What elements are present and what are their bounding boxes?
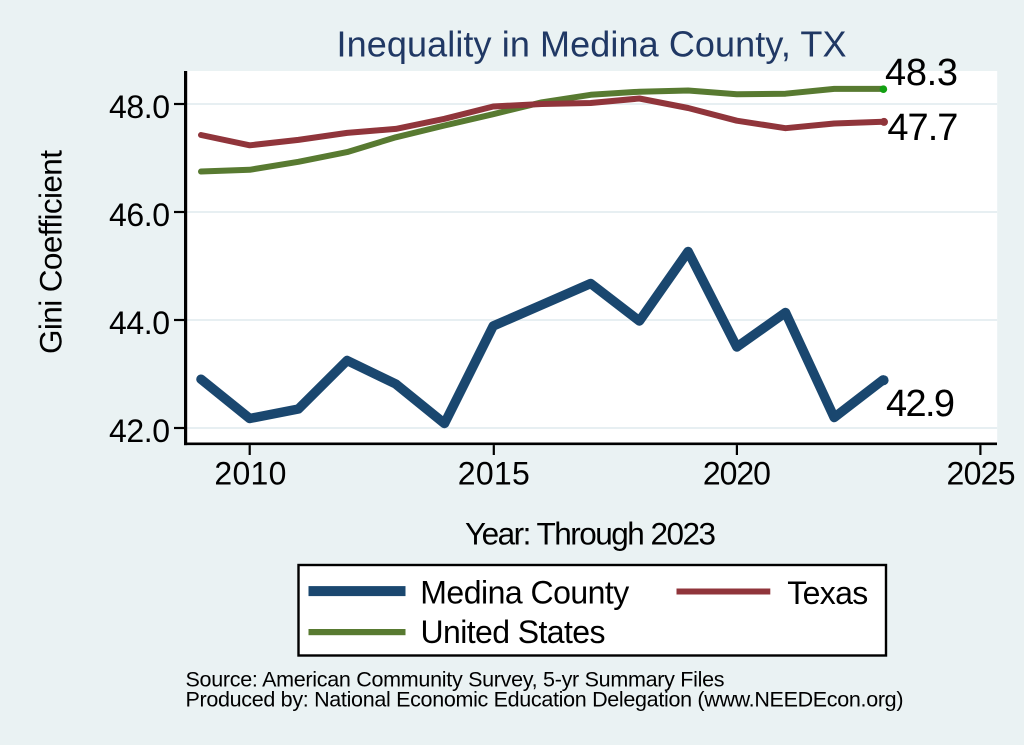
svg-text:42.9: 42.9 <box>886 383 955 425</box>
svg-text:44.0: 44.0 <box>109 305 170 341</box>
svg-text:42.0: 42.0 <box>109 413 170 449</box>
svg-text:Inequality in Medina County, T: Inequality in Medina County, TX <box>337 24 847 65</box>
svg-text:Gini Coefficient: Gini Coefficient <box>33 150 69 354</box>
svg-text:Medina County: Medina County <box>420 575 629 611</box>
svg-text:47.7: 47.7 <box>887 107 958 149</box>
svg-text:48.3: 48.3 <box>885 52 958 94</box>
svg-text:Texas: Texas <box>787 575 868 611</box>
svg-text:Year: Through 2023: Year: Through 2023 <box>465 516 716 552</box>
svg-text:2010: 2010 <box>214 455 286 491</box>
svg-text:Produced by: National Economic: Produced by: National Economic Education… <box>186 687 904 711</box>
svg-text:46.0: 46.0 <box>109 197 170 233</box>
svg-text:48.0: 48.0 <box>109 89 170 125</box>
svg-text:2025: 2025 <box>947 455 1016 491</box>
svg-text:2015: 2015 <box>458 455 530 491</box>
svg-text:United States: United States <box>421 614 606 650</box>
svg-text:Source: American Community Sur: Source: American Community Survey, 5-yr … <box>186 667 725 691</box>
svg-text:2020: 2020 <box>703 455 771 491</box>
